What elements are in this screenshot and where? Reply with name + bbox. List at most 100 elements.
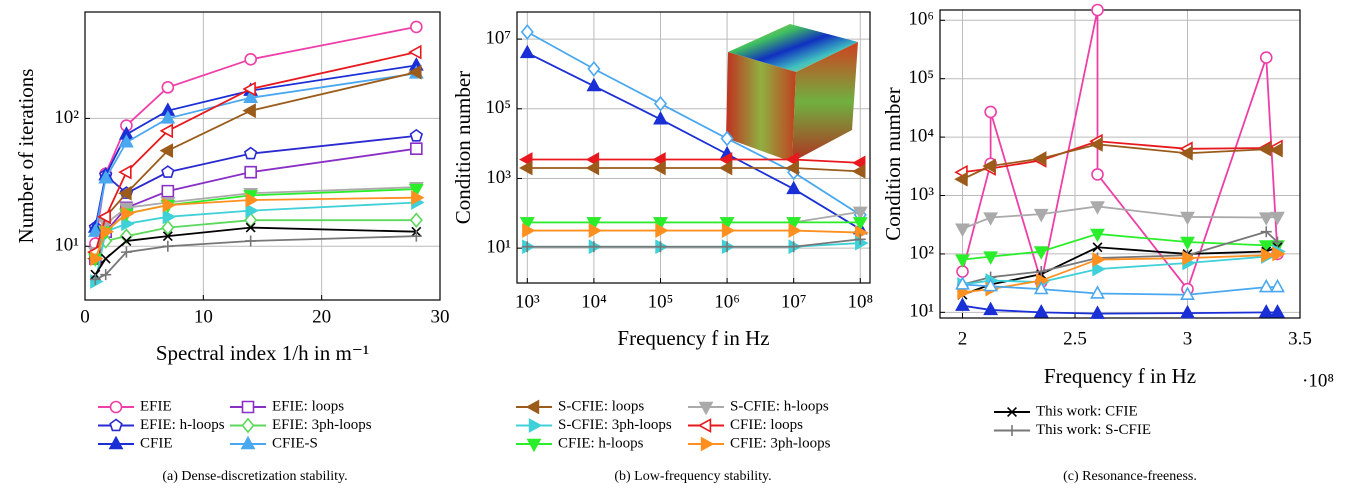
x-tick-label: 10⁶ <box>714 291 740 312</box>
x-tick-label: 10⁴ <box>581 291 607 312</box>
series-line <box>94 226 417 276</box>
marker <box>526 438 542 453</box>
x-tick-label: 20 <box>312 306 331 327</box>
marker <box>653 111 668 125</box>
marker <box>408 64 422 80</box>
series-line <box>94 235 417 281</box>
legend-label: This work: CFIE <box>1036 403 1138 419</box>
marker <box>242 81 256 97</box>
marker <box>1033 280 1049 295</box>
marker <box>410 230 422 242</box>
marker <box>1180 304 1195 319</box>
series-line <box>527 229 861 234</box>
marker <box>519 44 535 59</box>
marker <box>119 134 134 148</box>
marker <box>118 164 132 180</box>
marker <box>1091 168 1104 181</box>
series-line <box>94 72 417 232</box>
plot-frame <box>516 11 871 284</box>
marker <box>520 24 534 40</box>
legend-label: CFIE: loops <box>730 417 803 433</box>
marker <box>245 203 259 219</box>
series-line <box>961 9 1279 291</box>
y-tick-label: 10³ <box>909 184 934 205</box>
marker <box>522 223 536 238</box>
marker <box>1090 201 1105 215</box>
y-axis-label: Number of iterations <box>14 69 38 244</box>
marker <box>852 163 866 179</box>
marker <box>1180 286 1195 300</box>
legend-label: S-CFIE: 3ph-loops <box>558 417 672 433</box>
marker <box>1269 142 1283 158</box>
marker <box>1270 304 1285 318</box>
marker <box>159 143 174 159</box>
marker <box>982 158 996 174</box>
marker <box>785 160 799 176</box>
marker <box>243 146 258 160</box>
y-tick-label: 10¹ <box>486 237 511 258</box>
marker <box>1035 266 1047 278</box>
marker <box>1033 208 1049 223</box>
marker <box>119 228 133 245</box>
legend-label: EFIE <box>140 398 172 414</box>
marker <box>955 223 970 237</box>
x-axis-label: Spectral index 1/h in m⁻¹ <box>156 341 369 365</box>
marker <box>109 418 123 432</box>
y-tick-label: 10⁷ <box>485 27 511 48</box>
series-line <box>94 51 417 253</box>
marker <box>786 217 802 231</box>
y-tick-label: 10² <box>909 242 934 263</box>
marker <box>719 217 735 231</box>
marker <box>1092 252 1106 267</box>
marker <box>100 224 114 240</box>
marker <box>585 160 600 176</box>
marker <box>1092 261 1106 277</box>
marker <box>100 253 111 264</box>
plot-frame <box>939 9 1301 319</box>
marker <box>1180 236 1195 251</box>
marker <box>89 273 101 285</box>
marker <box>1261 247 1275 263</box>
marker <box>983 212 999 226</box>
y-tick-label: 10⁶ <box>908 9 934 30</box>
series-line <box>527 158 861 164</box>
marker <box>1032 151 1047 166</box>
y-tick-label: 10¹ <box>54 235 79 256</box>
marker <box>244 165 257 179</box>
marker <box>244 53 257 66</box>
marker <box>97 209 111 225</box>
series-line <box>94 135 417 228</box>
marker <box>162 231 173 242</box>
marker <box>983 277 999 292</box>
marker <box>720 130 734 147</box>
series-line <box>94 201 417 282</box>
legend-label: EFIE: h-loops <box>140 417 225 433</box>
marker <box>243 89 259 104</box>
marker <box>653 95 668 112</box>
x-tick-label: 10⁵ <box>648 291 674 312</box>
marker <box>1259 51 1273 64</box>
marker <box>121 236 132 246</box>
marker <box>1270 278 1285 293</box>
marker <box>1258 304 1274 318</box>
chart: 10¹ 10² 10³ 10⁴ 10⁵ 10⁶ 2 2.5 3 3.5 Frequency f in… <box>881 3 1334 484</box>
marker <box>245 222 256 233</box>
y-tick-label: 10⁵ <box>908 67 934 88</box>
marker <box>242 103 256 119</box>
marker <box>1091 3 1104 17</box>
legend-label: EFIE: 3ph-loops <box>272 417 372 433</box>
legend-label: This work: S-CFIE <box>1036 422 1151 438</box>
marker <box>788 223 802 238</box>
marker <box>697 418 712 433</box>
marker <box>1258 278 1274 293</box>
marker <box>1033 304 1049 318</box>
marker <box>955 254 970 268</box>
marker <box>87 223 103 237</box>
marker <box>698 401 714 416</box>
marker <box>1092 242 1103 253</box>
x-tick-label: 10 <box>194 306 213 327</box>
marker <box>409 212 423 229</box>
y-tick-label: 10⁴ <box>908 125 934 146</box>
legend: EFIE EFIE: loops EFIE: h-loops EFIE: 3ph-lo… <box>98 398 1151 453</box>
